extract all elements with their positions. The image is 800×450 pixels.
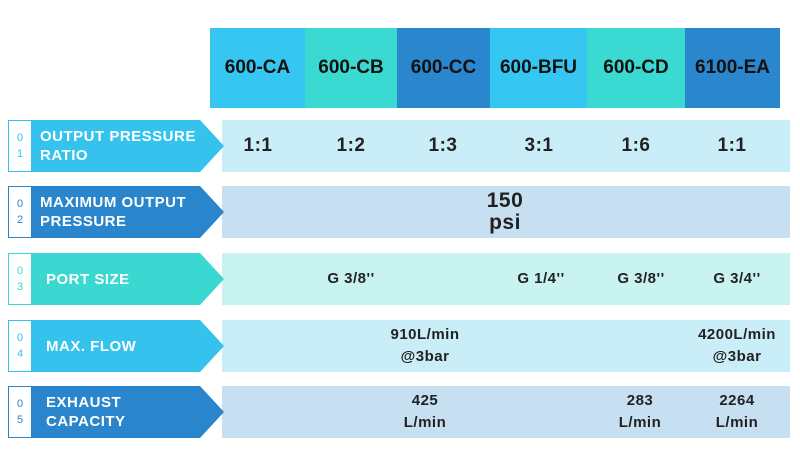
row-label: MAXIMUM OUTPUT PRESSURE (32, 186, 224, 238)
column-header: 600-BFU (490, 28, 587, 108)
row-value: 2264 L/min (715, 392, 759, 431)
row-band (222, 186, 790, 238)
row-value: G 1/4'' (517, 270, 565, 287)
row-value: 1:1 (243, 135, 273, 156)
row-number-digit: 0 (16, 265, 24, 277)
row-number-digit: 3 (16, 281, 24, 293)
column-header: 600-CC (397, 28, 490, 108)
row-number-digit: 0 (16, 132, 24, 144)
row-label: OUTPUT PRESSURE RATIO (32, 120, 224, 172)
row-value: 1:2 (336, 135, 366, 156)
row-label: EXHAUST CAPACITY (32, 386, 224, 438)
column-header: 600-CA (210, 28, 305, 108)
row-band (222, 120, 790, 172)
row-value: 4200L/min @3bar (698, 326, 776, 365)
row-value: G 3/8'' (327, 270, 375, 287)
row-band (222, 320, 790, 372)
row-number-digit: 0 (16, 332, 24, 344)
column-header: 600-CB (305, 28, 397, 108)
row-band (222, 253, 790, 305)
row-number-digit: 0 (16, 198, 24, 210)
row-value: 283 L/min (618, 392, 662, 431)
row-value: G 3/4'' (713, 270, 761, 287)
row-number-digit: 4 (16, 348, 24, 360)
column-header: 6100-EA (685, 28, 780, 108)
row-value: 1:3 (428, 135, 458, 156)
row-number-digit: 0 (16, 398, 24, 410)
row-value: 1:6 (621, 135, 651, 156)
row-value: G 3/8'' (617, 270, 665, 287)
row-number-digit: 5 (16, 414, 24, 426)
column-header: 600-CD (587, 28, 685, 108)
row-value: 910L/min @3bar (390, 326, 460, 365)
row-value: 425 L/min (403, 392, 447, 431)
row-number-digit: 1 (16, 148, 24, 160)
row-label: MAX. FLOW (32, 320, 224, 372)
row-value: 150 psi (486, 189, 524, 234)
row-label: PORT SIZE (32, 253, 224, 305)
row-band (222, 386, 790, 438)
row-value: 1:1 (717, 135, 747, 156)
row-number-digit: 2 (16, 214, 24, 226)
row-value: 3:1 (524, 135, 554, 156)
